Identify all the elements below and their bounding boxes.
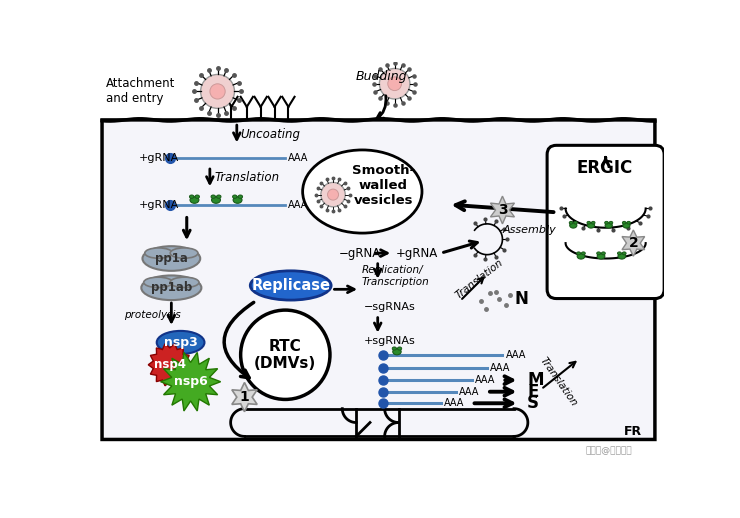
Text: pp1ab: pp1ab [151, 281, 192, 294]
Text: +gRNA: +gRNA [139, 199, 179, 210]
Ellipse shape [238, 195, 243, 198]
Text: FR: FR [625, 425, 642, 438]
Text: 搜狐号@英格基因: 搜狐号@英格基因 [585, 447, 632, 455]
Ellipse shape [303, 150, 422, 233]
Text: N: N [514, 290, 528, 308]
Ellipse shape [576, 252, 580, 255]
Text: nsp6: nsp6 [174, 375, 207, 388]
Ellipse shape [189, 195, 194, 198]
Polygon shape [232, 382, 258, 412]
Text: S: S [527, 394, 539, 412]
Ellipse shape [602, 252, 605, 255]
Ellipse shape [622, 252, 626, 255]
Ellipse shape [570, 223, 577, 228]
Ellipse shape [170, 277, 199, 287]
Ellipse shape [145, 248, 172, 258]
Ellipse shape [143, 246, 201, 271]
Ellipse shape [591, 221, 595, 224]
Polygon shape [491, 196, 514, 224]
Ellipse shape [157, 331, 204, 354]
Ellipse shape [622, 221, 626, 224]
Text: AAA: AAA [289, 199, 309, 210]
Circle shape [240, 310, 330, 399]
FancyBboxPatch shape [102, 120, 655, 439]
Circle shape [201, 75, 235, 108]
Ellipse shape [588, 223, 594, 228]
Text: nsp3: nsp3 [164, 336, 198, 349]
Ellipse shape [596, 252, 601, 255]
Ellipse shape [397, 347, 402, 350]
Ellipse shape [574, 221, 577, 224]
Ellipse shape [393, 349, 401, 355]
Ellipse shape [577, 253, 585, 259]
Polygon shape [161, 352, 221, 411]
Ellipse shape [392, 347, 397, 350]
Ellipse shape [569, 221, 573, 224]
Text: +gRNA: +gRNA [139, 153, 179, 163]
Polygon shape [148, 344, 192, 386]
Circle shape [328, 189, 338, 200]
Ellipse shape [582, 252, 585, 255]
Ellipse shape [597, 253, 605, 259]
Ellipse shape [605, 221, 608, 224]
Text: +sgRNAs: +sgRNAs [364, 336, 416, 346]
Text: AAA: AAA [289, 153, 309, 163]
Text: +gRNA: +gRNA [396, 247, 438, 260]
Text: 1: 1 [240, 390, 249, 404]
Text: proteolysis: proteolysis [124, 310, 181, 320]
Circle shape [321, 182, 346, 207]
Ellipse shape [587, 221, 591, 224]
Circle shape [380, 68, 410, 99]
Ellipse shape [141, 276, 201, 300]
Polygon shape [622, 230, 645, 256]
Text: Translation: Translation [538, 355, 579, 408]
Ellipse shape [217, 195, 221, 198]
Text: AAA: AAA [444, 398, 464, 408]
Text: Translation: Translation [454, 257, 505, 301]
Ellipse shape [232, 195, 237, 198]
Text: Uncoating: Uncoating [240, 128, 300, 141]
Ellipse shape [623, 223, 630, 228]
Ellipse shape [605, 223, 612, 228]
Text: 3: 3 [497, 203, 507, 217]
Text: −sgRNAs: −sgRNAs [364, 302, 416, 312]
Text: Assembly: Assembly [502, 225, 556, 235]
Text: Smooth-
walled
vesicles: Smooth- walled vesicles [352, 164, 414, 207]
Ellipse shape [627, 221, 630, 224]
Text: AAA: AAA [475, 375, 495, 385]
Text: AAA: AAA [490, 363, 511, 373]
Text: Translation: Translation [215, 171, 280, 184]
Text: AAA: AAA [460, 387, 480, 397]
Text: Replication/
Transcription: Replication/ Transcription [362, 265, 429, 287]
Text: RTC
(DMVs): RTC (DMVs) [254, 339, 317, 371]
Text: nsp4: nsp4 [154, 358, 186, 371]
Ellipse shape [144, 277, 172, 287]
Text: pp1a: pp1a [155, 252, 188, 265]
Ellipse shape [211, 195, 215, 198]
Ellipse shape [233, 197, 242, 204]
Ellipse shape [609, 221, 613, 224]
Ellipse shape [617, 252, 622, 255]
FancyBboxPatch shape [547, 146, 665, 298]
Text: M: M [527, 371, 544, 389]
Ellipse shape [250, 271, 331, 300]
Text: 2: 2 [628, 236, 638, 250]
Text: AAA: AAA [505, 350, 526, 360]
Ellipse shape [170, 248, 198, 258]
Ellipse shape [195, 195, 200, 198]
Text: ERGIC: ERGIC [576, 160, 633, 178]
Circle shape [388, 77, 402, 91]
Text: Replicase: Replicase [251, 278, 330, 293]
Ellipse shape [618, 253, 625, 259]
Text: Attachment
and entry: Attachment and entry [106, 77, 175, 106]
Ellipse shape [212, 197, 221, 204]
Ellipse shape [190, 197, 199, 204]
Circle shape [210, 84, 225, 99]
Text: E: E [527, 383, 539, 401]
Text: Budding: Budding [356, 70, 408, 83]
Text: −gRNA: −gRNA [339, 247, 381, 260]
